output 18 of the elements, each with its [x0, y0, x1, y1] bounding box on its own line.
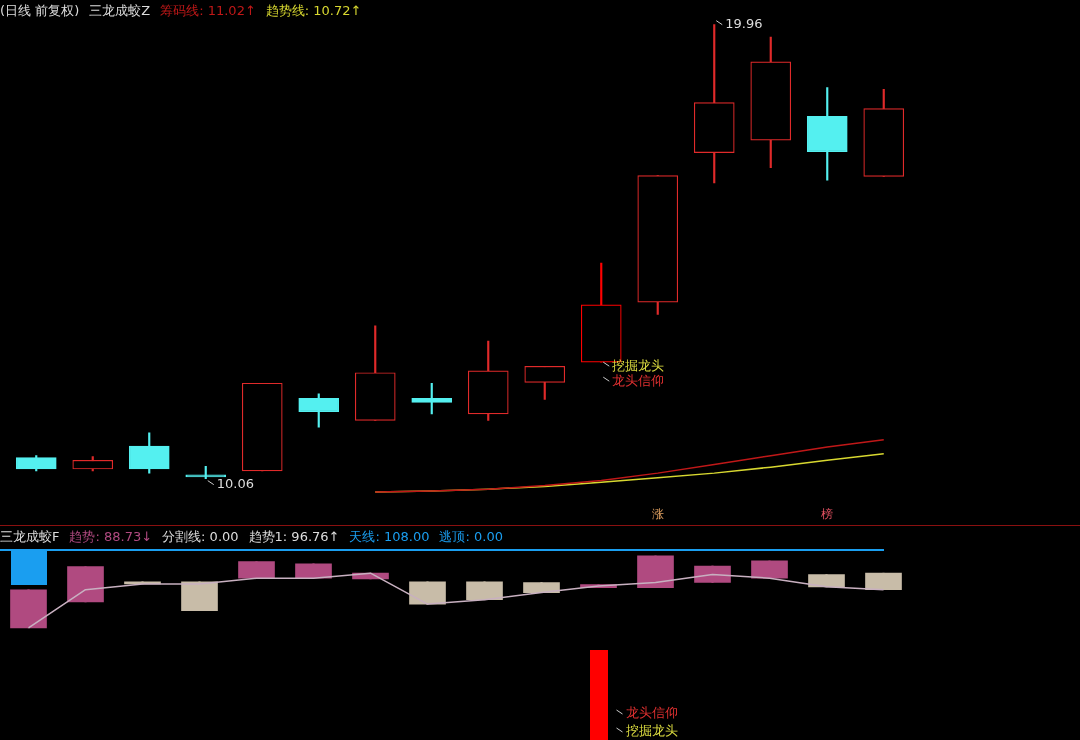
annotation: 19.96 — [725, 16, 763, 32]
chart-title: (日线 前复权) — [0, 3, 80, 18]
annotation: 挖掘龙头 — [612, 357, 665, 373]
text: 分割线: 0.00 — [162, 529, 239, 544]
text: 天线: 108.00 — [349, 529, 430, 544]
text: 筹码线: 11.02↑ — [160, 3, 256, 18]
text: 趋势: 88.73↓ — [69, 529, 153, 544]
annotation: 10.06 — [216, 476, 254, 491]
text: 趋势线: 10.72↑ — [265, 3, 362, 18]
chart-title: 三龙成蛟F — [0, 529, 60, 544]
x-tick-label: 涨 — [651, 507, 664, 522]
text: 趋势1: 96.76↑ — [248, 529, 340, 544]
annotation: 龙头信仰 — [612, 372, 665, 388]
text: 挖掘龙头 — [625, 723, 678, 739]
text: 龙头信仰 — [625, 705, 678, 721]
text: 逃顶: 0.00 — [439, 529, 503, 544]
chart-subtitle: 三龙成蛟Z — [89, 3, 151, 18]
x-tick-label: 榜 — [821, 507, 834, 522]
